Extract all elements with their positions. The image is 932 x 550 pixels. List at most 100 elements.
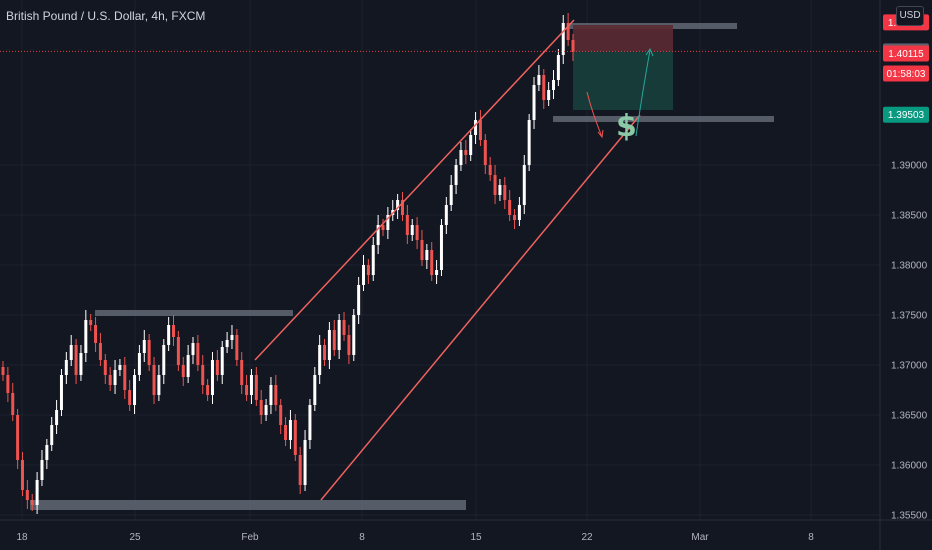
candle-body — [337, 320, 341, 350]
candle-body — [59, 375, 63, 410]
candle-body — [30, 500, 34, 505]
candle-body — [556, 55, 560, 80]
candle-body — [425, 250, 429, 260]
candle-body — [415, 225, 419, 240]
y-tick-label: 1.39000 — [891, 161, 928, 172]
x-tick-label: Mar — [691, 532, 709, 543]
candle-body — [220, 347, 224, 375]
candle-body — [157, 375, 161, 395]
candle-body — [313, 375, 317, 405]
candle-body — [230, 335, 234, 340]
candle-body — [240, 360, 244, 385]
x-tick-label: 15 — [470, 532, 482, 543]
candle-body — [50, 425, 54, 445]
price-badge-label: 1.40115 — [888, 49, 924, 60]
candle-body — [11, 393, 15, 415]
candle-body — [201, 365, 205, 385]
candle-body — [98, 343, 102, 360]
candle-body — [69, 345, 73, 360]
y-tick-label: 1.36500 — [891, 411, 928, 422]
x-tick-label: 25 — [129, 532, 141, 543]
price-badge — [883, 65, 929, 82]
candle-body — [439, 225, 443, 270]
candle-body — [327, 330, 331, 360]
candle-body — [40, 460, 44, 480]
candle-body — [108, 375, 112, 385]
up-arrow — [635, 49, 651, 137]
candle-body — [94, 325, 98, 343]
candle-body — [547, 90, 551, 100]
candle-body — [381, 225, 385, 230]
candle-body — [133, 375, 137, 405]
candle-body — [74, 345, 78, 375]
candle-body — [366, 265, 370, 275]
candle-body — [264, 405, 268, 415]
candle-body — [191, 343, 195, 355]
candle-body — [342, 320, 346, 335]
time-axis[interactable]: 18 25 Feb 8 15 22 Mar 8 — [0, 519, 932, 543]
candle-body — [449, 185, 453, 205]
price-axis[interactable]: 1.35500 1.36000 1.36500 1.37000 1.37500 1.380… — [879, 0, 928, 550]
candle-body — [284, 425, 288, 440]
x-tick-label: Feb — [241, 532, 259, 543]
y-tick-label: 1.37000 — [891, 361, 928, 372]
candle-body — [123, 365, 127, 390]
candle-body — [347, 335, 351, 355]
candle-body — [35, 480, 39, 505]
candle-body — [454, 165, 458, 185]
candle-body — [488, 165, 492, 175]
y-tick-label: 1.38000 — [891, 261, 928, 272]
up-arrowhead — [645, 47, 654, 57]
candle-body — [206, 385, 210, 395]
candle-body — [249, 375, 253, 395]
down-arrow — [586, 91, 603, 138]
candle-body — [45, 445, 49, 460]
candle-body — [259, 400, 263, 415]
candle-body — [84, 320, 88, 353]
candle-body — [357, 285, 361, 315]
candle-body — [303, 440, 307, 485]
candle-body — [118, 365, 122, 370]
candle-body — [318, 345, 322, 375]
candle-body — [1, 367, 5, 375]
price-badge-label: 01:58:03 — [887, 69, 926, 80]
chart-title: British Pound / U.S. Dollar, 4h, FXCM — [6, 9, 206, 23]
candle-body — [55, 410, 59, 425]
candle-body — [254, 375, 258, 400]
currency-button[interactable]: USD — [896, 6, 924, 26]
y-tick-label: 1.37500 — [891, 311, 928, 322]
candle-body — [527, 120, 531, 165]
candle-body — [459, 150, 463, 165]
candle-body — [352, 315, 356, 355]
candle-body — [508, 200, 512, 215]
candle-body — [181, 365, 185, 377]
drawing-zones — [30, 23, 774, 510]
price-badge-label: 1.39503 — [888, 110, 925, 121]
candle-body — [20, 460, 24, 490]
candle-body — [474, 120, 478, 135]
x-tick-label: 18 — [16, 532, 28, 543]
candle-body — [332, 330, 336, 350]
candle-body — [274, 385, 278, 405]
candle-body — [503, 185, 507, 200]
candle-body — [522, 165, 526, 205]
price-badge — [883, 106, 929, 123]
candle-body — [420, 240, 424, 260]
y-tick-label: 1.38500 — [891, 211, 928, 222]
candle-body — [89, 320, 93, 325]
candle-body — [298, 455, 302, 485]
candle-body — [25, 490, 29, 500]
candle-body — [269, 385, 273, 405]
candle-body — [386, 215, 390, 230]
candle-body — [532, 85, 536, 120]
candle-body — [483, 140, 487, 165]
down-arrowhead — [597, 129, 604, 139]
candle-body — [537, 75, 541, 85]
candle-body — [245, 385, 249, 395]
candle-body — [513, 215, 517, 220]
dollar-sign-annotation: $ — [616, 109, 637, 144]
resistance-zone — [95, 310, 293, 316]
candle-body — [6, 375, 10, 393]
candle-body — [225, 340, 229, 347]
